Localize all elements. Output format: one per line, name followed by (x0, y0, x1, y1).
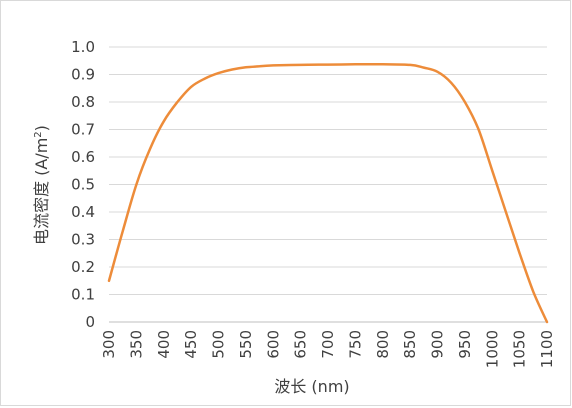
x-tick-label: 1100 (538, 330, 556, 368)
y-tick-label: 0.7 (71, 121, 95, 139)
y-tick-label: 0.6 (71, 148, 95, 166)
x-tick-label: 650 (292, 330, 310, 359)
x-tick-label: 400 (155, 330, 173, 359)
y-axis-ticks: 0 0.1 0.2 0.3 0.4 0.5 0.6 0.7 0.8 0.9 1.0 (71, 38, 95, 331)
y-tick-label: 0.3 (71, 231, 95, 249)
y-tick-label: 0.2 (71, 258, 95, 276)
x-tick-label: 500 (210, 330, 228, 359)
x-tick-label: 600 (264, 330, 282, 359)
x-tick-label: 850 (401, 330, 419, 359)
x-axis-ticks: 300 350 400 450 500 550 600 650 700 750 800 850 900 9… (100, 330, 556, 368)
x-tick-label: 800 (374, 330, 392, 359)
x-tick-label: 300 (100, 330, 118, 359)
x-tick-label: 900 (429, 330, 447, 359)
y-axis-label: 电流密度 (A/m2) (32, 125, 51, 245)
y-tick-label: 1.0 (71, 38, 95, 56)
x-tick-label: 350 (127, 330, 145, 359)
y-tick-label: 0.4 (71, 203, 95, 221)
series-group (107, 63, 549, 324)
y-tick-label: 0.5 (71, 176, 95, 194)
y-tick-label: 0.1 (71, 286, 95, 304)
x-tick-label: 700 (319, 330, 337, 359)
x-axis-label: 波长 (nm) (274, 377, 349, 396)
x-tick-label: 550 (237, 330, 255, 359)
y-tick-label: 0 (85, 313, 95, 331)
x-tick-label: 750 (346, 330, 364, 359)
y-tick-label: 0.9 (71, 66, 95, 84)
x-tick-label: 450 (182, 330, 200, 359)
gridlines (109, 46, 547, 323)
y-tick-label: 0.8 (71, 93, 95, 111)
x-tick-label: 950 (456, 330, 474, 359)
x-tick-label: 1050 (511, 330, 529, 368)
series-line-0 (107, 63, 549, 324)
x-tick-label: 1000 (483, 330, 501, 368)
